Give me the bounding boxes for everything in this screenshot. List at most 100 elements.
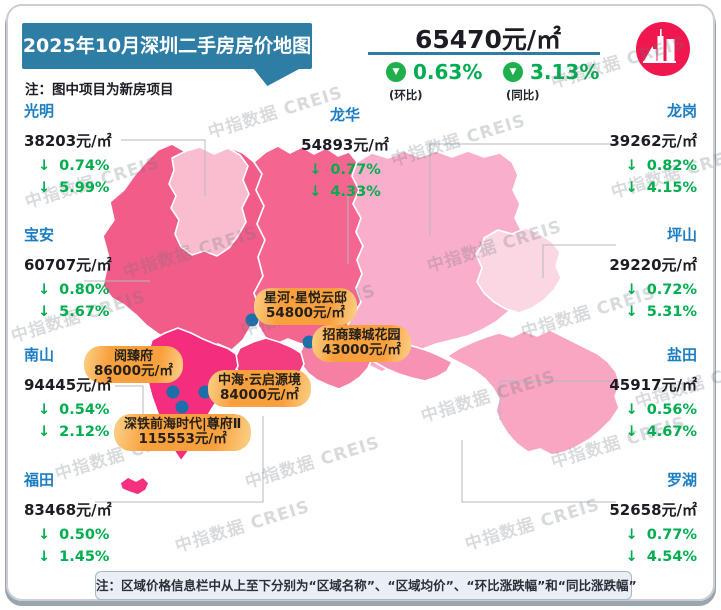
down-arrow-icon: ↓	[38, 180, 51, 196]
down-arrow-icon: ↓	[38, 549, 51, 565]
underline-decoration	[368, 52, 600, 55]
district-yoy: 5.31%	[646, 304, 697, 320]
district-name: 南山	[24, 346, 55, 364]
leader-nanshan	[115, 385, 144, 414]
district-info-guangming: 光明 38203元/㎡ ↓ 0.74% ↓ 5.99%	[24, 100, 136, 202]
down-arrow-icon: ↓	[625, 549, 638, 565]
district-info-pingshan: 坪山 29220元/㎡ ↓ 0.72% ↓ 5.31%	[585, 224, 697, 326]
district-price: 52658元/㎡	[609, 501, 697, 519]
leader-luohu	[461, 440, 616, 503]
district-yoy: 4.15%	[646, 180, 697, 196]
district-name: 福田	[24, 471, 55, 489]
down-arrow-icon: ↓	[625, 304, 638, 320]
project-label: 招商臻城花园 43000元/㎡	[312, 325, 411, 363]
project-name: 星河·星悦云邸	[264, 291, 347, 306]
district-name: 龙岗	[666, 102, 697, 120]
project-label: 阅臻府 86000元/㎡	[84, 346, 183, 384]
district-mom: 0.54%	[59, 402, 110, 418]
district-yoy: 4.67%	[646, 424, 697, 440]
yoy-change-badge: ▼ 3.13% (同比)	[503, 60, 599, 103]
district-info-longhua: 龙华 54893元/㎡ ↓ 0.77% ↓ 4.33%	[295, 104, 395, 206]
district-price: 94445元/㎡	[24, 376, 112, 394]
down-triangle-icon: ▼	[386, 62, 406, 82]
mom-change-label: (环比)	[389, 88, 423, 102]
district-mom: 0.80%	[59, 282, 110, 298]
district-yoy: 4.33%	[330, 184, 381, 200]
down-arrow-icon: ↓	[38, 402, 51, 418]
skyline-icon	[643, 29, 676, 63]
project-price: 54800元/㎡	[266, 305, 345, 322]
district-mom: 0.77%	[646, 527, 697, 543]
leader-guangming	[121, 139, 206, 196]
district-name: 宝安	[24, 226, 55, 244]
district-name: 盐田	[666, 346, 697, 364]
down-arrow-icon: ↓	[625, 527, 638, 543]
project-price: 86000元/㎡	[94, 363, 173, 380]
project-name: 中海·云启源境	[218, 373, 301, 388]
district-yoy: 5.67%	[59, 304, 110, 320]
down-arrow-icon: ↓	[625, 402, 638, 418]
district-pingshan-region	[475, 227, 562, 314]
district-info-futian: 福田 83468元/㎡ ↓ 0.50% ↓ 1.45%	[24, 469, 136, 571]
district-mom: 0.77%	[330, 162, 381, 178]
project-name: 招商臻城花园	[322, 328, 401, 343]
down-arrow-icon: ↓	[38, 158, 51, 174]
district-name: 罗湖	[666, 471, 697, 489]
down-arrow-icon: ↓	[309, 184, 322, 200]
project-name: 阅臻府	[113, 349, 153, 364]
yoy-change-value: 3.13%	[530, 60, 600, 84]
down-triangle-icon: ▼	[503, 62, 523, 82]
down-arrow-icon: ↓	[625, 180, 638, 196]
district-price: 39262元/㎡	[609, 132, 697, 150]
island-region	[119, 476, 150, 496]
district-mom: 0.82%	[646, 158, 697, 174]
creis-logo	[636, 22, 690, 76]
down-arrow-icon: ↓	[38, 282, 51, 298]
district-guangming-region	[168, 146, 250, 257]
district-price: 83468元/㎡	[24, 501, 112, 519]
district-info-baoan: 宝安 60707元/㎡ ↓ 0.80% ↓ 5.67%	[24, 224, 136, 326]
district-price: 45917元/㎡	[609, 376, 697, 394]
district-longgang-region	[336, 150, 526, 373]
district-info-longgang: 龙岗 39262元/㎡ ↓ 0.82% ↓ 4.15%	[585, 100, 697, 202]
district-info-luohu: 罗湖 52658元/㎡ ↓ 0.77% ↓ 4.54%	[585, 469, 697, 571]
district-mom: 0.72%	[646, 282, 697, 298]
project-name: 深铁前海时代|尊府Ⅱ	[124, 417, 242, 432]
district-info-nanshan: 南山 94445元/㎡ ↓ 0.54% ↓ 2.12%	[24, 344, 136, 446]
leader-longgang	[429, 143, 616, 236]
down-arrow-icon: ↓	[625, 424, 638, 440]
district-price: 54893元/㎡	[301, 136, 389, 154]
project-price: 115553元/㎡	[138, 431, 227, 448]
city-average-price: 65470元/㎡	[414, 25, 562, 54]
district-info-yantian: 盐田 45917元/㎡ ↓ 0.56% ↓ 4.67%	[585, 344, 697, 446]
district-price: 38203元/㎡	[24, 132, 112, 150]
district-price: 60707元/㎡	[24, 256, 112, 274]
leader-futian	[95, 416, 264, 503]
mom-change-value: 0.63%	[413, 60, 483, 84]
district-yoy: 2.12%	[59, 424, 110, 440]
project-marker	[175, 400, 189, 414]
project-price: 84000元/㎡	[220, 387, 299, 404]
project-label: 星河·星悦云邸 54800元/㎡	[254, 288, 357, 326]
down-arrow-icon: ↓	[38, 527, 51, 543]
page-title: 2025年10月深圳二手房房价地图	[22, 23, 312, 69]
district-yoy: 4.54%	[646, 549, 697, 565]
project-label: 深铁前海时代|尊府Ⅱ 115553元/㎡	[114, 414, 252, 452]
district-yoy: 5.99%	[59, 180, 110, 196]
down-arrow-icon: ↓	[38, 304, 51, 320]
mom-change-badge: ▼ 0.63% (环比)	[386, 60, 482, 103]
district-name: 光明	[24, 102, 55, 120]
district-mom: 0.56%	[646, 402, 697, 418]
footer-legend-note: 注：区域价格信息栏中从上至下分别为“区域名称”、“区域均价”、“环比涨跌幅”和“…	[95, 571, 637, 600]
project-marker	[245, 313, 259, 327]
leader-pingshan	[542, 244, 616, 278]
project-marker	[166, 385, 180, 399]
district-yoy: 1.45%	[59, 549, 110, 565]
down-arrow-icon: ↓	[309, 162, 322, 178]
down-arrow-icon: ↓	[625, 158, 638, 174]
project-price: 43000元/㎡	[322, 342, 401, 359]
district-dapeng-region	[446, 329, 621, 456]
map-note: 注：图中项目为新房项目	[25, 82, 174, 98]
leader-yantian	[499, 380, 616, 420]
